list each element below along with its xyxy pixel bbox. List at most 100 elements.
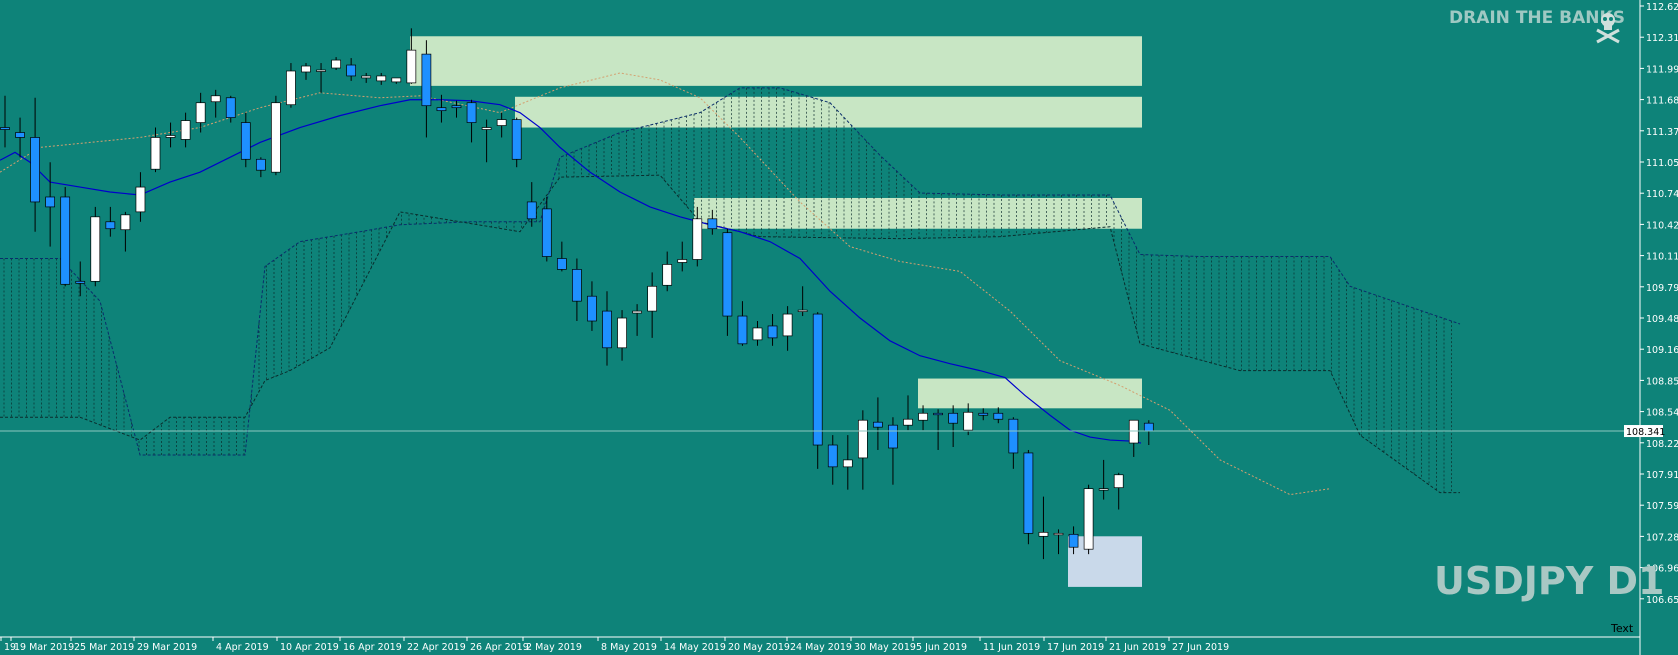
bear-candle bbox=[707, 218, 718, 230]
bear-candle bbox=[827, 444, 838, 468]
bear-candle bbox=[737, 315, 748, 345]
price-axis: 112.625 112.310 111.995 111.680 111.370 111.0… bbox=[1640, 2, 1678, 606]
current-price-tag bbox=[1624, 425, 1663, 438]
bull-candle bbox=[481, 127, 492, 130]
bear-candle bbox=[602, 310, 612, 349]
bear-candle bbox=[722, 232, 733, 317]
resistance-zone bbox=[515, 96, 1142, 128]
bull-candle bbox=[677, 259, 688, 263]
bull-candle bbox=[842, 459, 853, 468]
time-tick-label: 16 Apr 2019 bbox=[343, 642, 402, 653]
bear-candle bbox=[572, 269, 582, 302]
bull-candle bbox=[376, 75, 387, 82]
bull-candle bbox=[301, 65, 311, 73]
bull-candle bbox=[271, 102, 281, 173]
price-tick-label: 109.795 bbox=[1646, 283, 1678, 294]
bear-candle bbox=[873, 421, 883, 428]
time-tick-label: 19 bbox=[4, 642, 16, 653]
bear-candle bbox=[556, 258, 567, 270]
bear-candle bbox=[541, 208, 552, 257]
bull-candle bbox=[692, 218, 703, 260]
bull-candle bbox=[797, 309, 808, 312]
time-tick-label: 26 Apr 2019 bbox=[470, 642, 529, 653]
bull-candle bbox=[286, 70, 296, 106]
price-tick-label: 110.425 bbox=[1646, 220, 1678, 231]
bull-candle bbox=[120, 214, 131, 231]
price-tick-label: 110.740 bbox=[1646, 189, 1678, 200]
bear-candle bbox=[256, 158, 266, 171]
bear-candle bbox=[933, 412, 943, 416]
price-tick-label: 106.650 bbox=[1646, 595, 1678, 606]
bear-candle bbox=[240, 122, 251, 160]
symbol-label: USDJPY D1 bbox=[1434, 559, 1665, 603]
time-tick-label: 20 May 2019 bbox=[728, 642, 790, 653]
price-tick-label: 109.165 bbox=[1646, 345, 1678, 356]
time-tick-label: 11 Jun 2019 bbox=[983, 642, 1040, 653]
time-tick-label: 17 Jun 2019 bbox=[1047, 642, 1104, 653]
bear-candle bbox=[1008, 418, 1019, 454]
bull-candle bbox=[632, 310, 642, 314]
bull-candle bbox=[195, 102, 206, 123]
bear-candle bbox=[436, 107, 447, 112]
bear-candle bbox=[45, 196, 56, 208]
bull-candle bbox=[180, 120, 191, 140]
time-tick-label: 19 Mar 2019 bbox=[14, 642, 74, 653]
bear-candle bbox=[451, 105, 462, 109]
time-tick-label: 30 May 2019 bbox=[854, 642, 916, 653]
time-tick-label: 10 Apr 2019 bbox=[280, 642, 339, 653]
time-tick-label: 8 May 2019 bbox=[601, 642, 657, 653]
senkou-span-b bbox=[0, 174, 1460, 494]
corner-text-label: Text bbox=[1610, 622, 1634, 635]
bull-candle bbox=[963, 411, 974, 431]
bull-candle bbox=[496, 119, 507, 126]
price-tick-label: 108.540 bbox=[1646, 408, 1678, 419]
bull-candle bbox=[662, 264, 673, 286]
bear-candle bbox=[948, 412, 959, 424]
bear-candle bbox=[1143, 422, 1154, 432]
price-tick-label: 111.995 bbox=[1646, 64, 1678, 75]
bull-candle bbox=[1053, 532, 1064, 536]
bull-candle bbox=[1128, 419, 1139, 444]
price-tick-label: 108.225 bbox=[1646, 439, 1678, 450]
bull-candle bbox=[647, 285, 658, 312]
time-tick-label: 4 Apr 2019 bbox=[216, 642, 269, 653]
bull-candle bbox=[316, 69, 326, 72]
bull-candle bbox=[165, 135, 176, 138]
price-tick-label: 111.055 bbox=[1646, 158, 1678, 169]
time-tick-label: 14 May 2019 bbox=[664, 642, 726, 653]
bull-candle bbox=[918, 412, 928, 421]
bull-candle bbox=[331, 59, 341, 69]
bull-candle bbox=[90, 216, 101, 282]
candles-layer bbox=[0, 28, 1154, 560]
time-tick-label: 24 May 2019 bbox=[790, 642, 852, 653]
ichimoku-cloud-layer bbox=[0, 72, 1461, 496]
price-tick-label: 107.280 bbox=[1646, 532, 1678, 543]
bull-candle bbox=[210, 95, 221, 103]
bull-candle bbox=[617, 317, 627, 349]
bear-candle bbox=[1068, 533, 1079, 548]
bull-candle bbox=[135, 186, 146, 213]
bear-candle bbox=[466, 102, 477, 123]
price-tick-label: 112.625 bbox=[1646, 2, 1678, 13]
time-tick-label: 29 Mar 2019 bbox=[137, 642, 197, 653]
bear-candle bbox=[587, 295, 597, 322]
zones-layer bbox=[410, 36, 1142, 587]
bear-candle bbox=[511, 119, 522, 160]
bear-candle bbox=[15, 132, 25, 138]
time-tick-label: 25 Mar 2019 bbox=[74, 642, 134, 653]
price-tick-label: 112.310 bbox=[1646, 33, 1678, 44]
price-tick-label: 106.965 bbox=[1646, 564, 1678, 575]
bear-candle bbox=[30, 137, 40, 203]
time-tick-label: 5 Jun 2019 bbox=[916, 642, 967, 653]
bull-candle bbox=[150, 137, 161, 170]
time-tick-label: 21 Jun 2019 bbox=[1109, 642, 1166, 653]
moving-average-layer bbox=[0, 99, 1142, 444]
bear-candle bbox=[0, 127, 10, 130]
bull-candle bbox=[1098, 488, 1109, 491]
resistance-zone bbox=[410, 36, 1142, 86]
bull-candle bbox=[361, 75, 372, 79]
price-tick-label: 109.480 bbox=[1646, 314, 1678, 325]
